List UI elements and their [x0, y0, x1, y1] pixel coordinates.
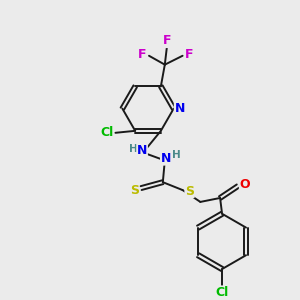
Text: N: N: [174, 102, 185, 115]
Text: O: O: [239, 178, 250, 190]
Text: H: H: [172, 149, 181, 160]
Text: Cl: Cl: [100, 126, 113, 139]
Text: F: F: [185, 48, 194, 61]
Text: N: N: [160, 152, 171, 165]
Text: H: H: [129, 144, 138, 154]
Text: S: S: [185, 184, 194, 198]
Text: N: N: [137, 144, 147, 157]
Text: F: F: [163, 34, 171, 47]
Text: S: S: [130, 184, 139, 196]
Text: F: F: [138, 48, 146, 61]
Text: Cl: Cl: [215, 286, 229, 299]
